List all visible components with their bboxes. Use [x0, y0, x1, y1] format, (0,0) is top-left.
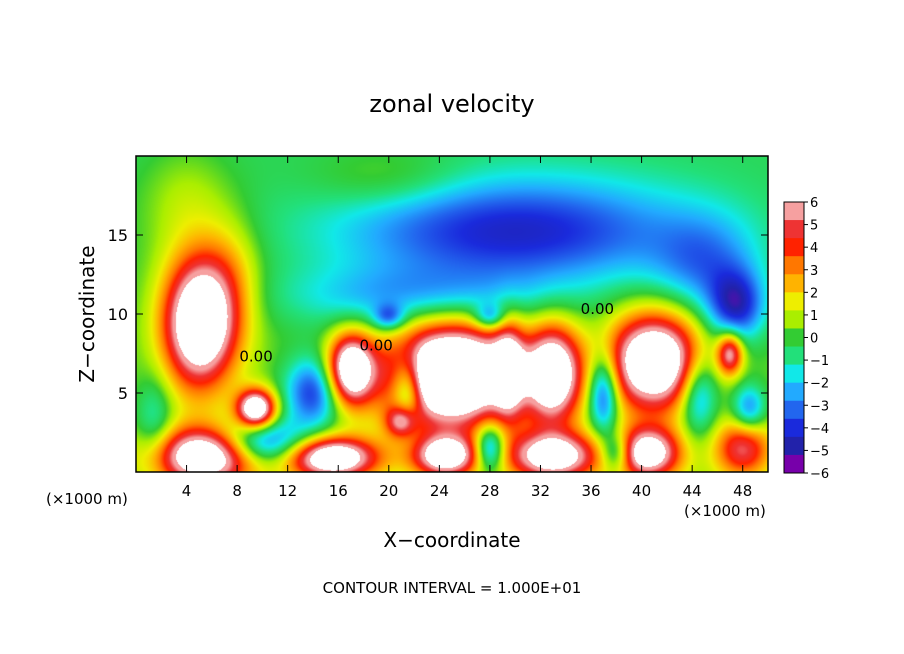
x-tick-label: 36 — [581, 482, 600, 500]
colorbar-tick-label: −6 — [810, 467, 829, 482]
x-tick-label: 44 — [683, 482, 702, 500]
colorbar-tick-label: 2 — [810, 286, 818, 301]
y-axis-ticks: 5 10 15 — [108, 226, 768, 403]
x-tick-label: 8 — [232, 482, 242, 500]
colorbar-tick-label: −2 — [810, 377, 829, 392]
x-axis-label: X−coordinate — [383, 528, 520, 552]
x-tick-label: 28 — [480, 482, 499, 500]
contour-label: 0.00 — [581, 300, 614, 318]
x-tick-label: 24 — [430, 482, 449, 500]
colorbar-swatch — [784, 328, 804, 348]
colorbar-swatch — [784, 436, 804, 456]
colorbar-tick-label: 5 — [810, 219, 818, 234]
colorbar-tick-label: −3 — [810, 399, 829, 414]
colorbar-swatch — [784, 292, 804, 311]
x-axis-unit-left: (×1000 m) — [46, 490, 128, 508]
x-tick-label: 48 — [733, 482, 752, 500]
chart-title: zonal velocity — [369, 90, 534, 118]
y-axis-label: Z−coordinate — [75, 245, 99, 382]
x-tick-label: 4 — [182, 482, 192, 500]
x-tick-label: 20 — [379, 482, 398, 500]
y-tick-label: 10 — [108, 305, 128, 324]
x-axis-ticks: 4 8 12 16 20 24 28 32 36 40 44 48 — [182, 156, 752, 500]
colorbar-swatch — [784, 418, 804, 438]
y-tick-label: 5 — [118, 384, 128, 403]
colorbar-swatch — [784, 238, 804, 257]
x-tick-label: 40 — [632, 482, 651, 500]
velocity-field-raster — [136, 156, 768, 472]
colorbar-swatch — [784, 274, 804, 293]
colorbar-tick-label: 1 — [810, 309, 818, 324]
colorbar-swatch — [784, 364, 804, 384]
colorbar-swatch — [784, 220, 804, 239]
colorbar-swatch — [784, 400, 804, 420]
x-tick-label: 32 — [531, 482, 550, 500]
colorbar-tick-label: 0 — [810, 332, 818, 347]
contour-interval-note: CONTOUR INTERVAL = 1.000E+01 — [323, 579, 582, 597]
colorbar-tick-labels: 6 5 4 3 2 1 0 −1 −2 −3 −4 −5 −6 — [804, 196, 829, 482]
x-tick-label: 16 — [329, 482, 348, 500]
contour-label: 0.00 — [359, 336, 392, 354]
x-axis-unit-right: (×1000 m) — [684, 502, 766, 520]
colorbar-tick-label: −4 — [810, 422, 829, 437]
colorbar-tick-label: 4 — [810, 241, 818, 256]
colorbar-swatch — [784, 256, 804, 275]
contour-label: 0.00 — [239, 347, 272, 365]
colorbar-tick-label: −5 — [810, 444, 829, 459]
colorbar-tick-label: 6 — [810, 196, 818, 211]
colorbar-swatch — [784, 202, 804, 221]
colorbar-swatch — [784, 310, 804, 329]
x-tick-label: 12 — [278, 482, 297, 500]
colorbar-swatch — [784, 346, 804, 366]
zero-contour-labels: 0.00 0.00 0.00 — [239, 300, 614, 365]
colorbar-tick-label: −1 — [810, 354, 829, 369]
y-tick-label: 15 — [108, 226, 128, 245]
colorbar-tick-label: 3 — [810, 264, 818, 279]
velocity-field — [136, 156, 768, 472]
colorbar-swatch — [784, 454, 804, 474]
colorbar — [783, 201, 805, 474]
colorbar-swatch — [784, 382, 804, 402]
